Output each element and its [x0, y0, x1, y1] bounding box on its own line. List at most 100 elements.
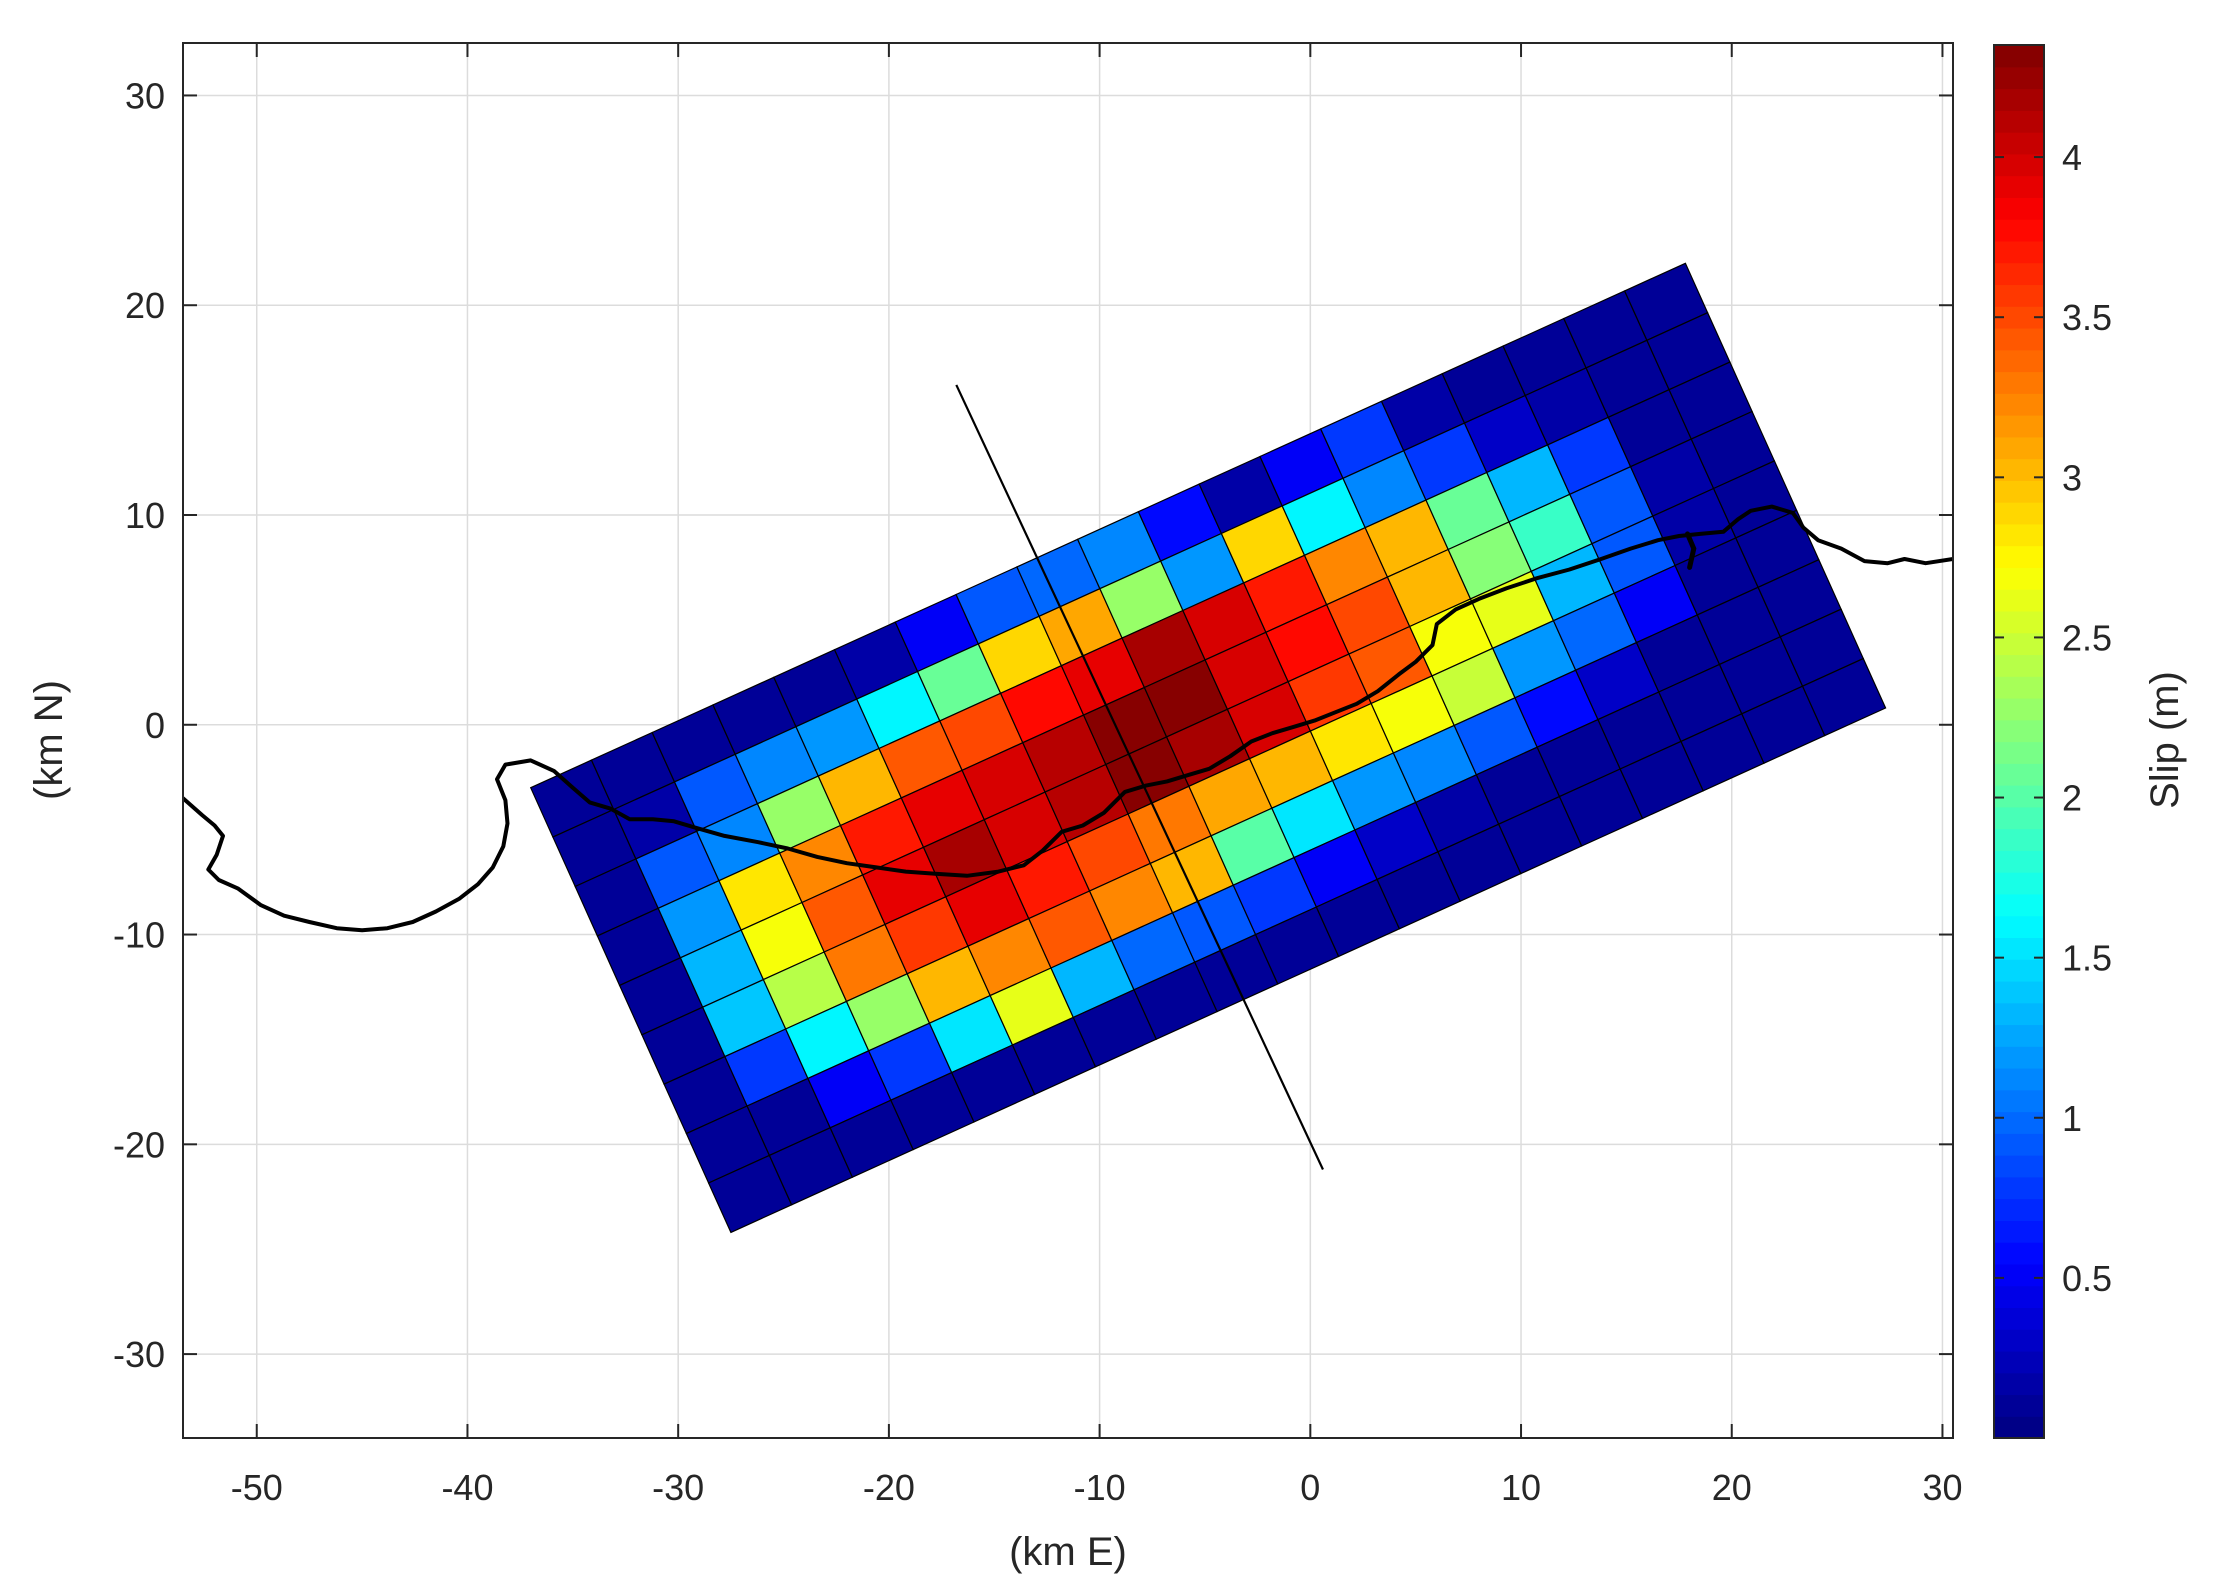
- y-axis-label: (km N): [27, 680, 71, 800]
- colorbar-band: [1994, 327, 2044, 351]
- colorbar-band: [1994, 1089, 2044, 1113]
- colorbar: 0.5 1 1.5 2 2.5 3 3.5 4 Slip (m): [1993, 44, 2187, 1439]
- x-tick-label: 10: [1501, 1467, 1541, 1508]
- colorbar-band: [1994, 371, 2044, 394]
- colorbar-band: [1994, 523, 2044, 547]
- colorbar-band: [1994, 1329, 2044, 1352]
- colorbar-band: [1994, 1285, 2044, 1309]
- colorbar-band: [1994, 1176, 2044, 1200]
- colorbar-band: [1994, 240, 2044, 264]
- x-tick-label: 30: [1922, 1467, 1962, 1508]
- fault-patches: [529, 262, 1887, 1234]
- x-tick-label: -20: [863, 1467, 915, 1508]
- colorbar-band: [1994, 306, 2044, 329]
- colorbar-tick-label: 2: [2062, 778, 2082, 819]
- colorbar-band: [1994, 893, 2044, 917]
- colorbar-band: [1994, 763, 2044, 786]
- colorbar-band: [1994, 959, 2044, 982]
- y-tick-label: 20: [125, 285, 165, 326]
- x-tick-label: -40: [441, 1467, 493, 1508]
- colorbar-band: [1994, 393, 2044, 416]
- colorbar-band: [1994, 654, 2044, 677]
- y-tick-label: -10: [113, 915, 165, 956]
- colorbar-ticks: 0.5 1 1.5 2 2.5 3 3.5 4: [1994, 137, 2112, 1299]
- plot-area: [182, 42, 1954, 1439]
- colorbar-band: [1994, 88, 2044, 111]
- colorbar-band: [1994, 1394, 2044, 1417]
- grid-lines: [183, 43, 1953, 1438]
- colorbar-band: [1994, 284, 2044, 307]
- coastline: [183, 504, 1953, 933]
- colorbar-tick-label: 2.5: [2062, 617, 2112, 658]
- colorbar-band: [1994, 132, 2044, 155]
- colorbar-band: [1994, 589, 2044, 612]
- y-tick-label: -30: [113, 1334, 165, 1375]
- colorbar-band: [1994, 1111, 2044, 1134]
- colorbar-band: [1994, 937, 2044, 960]
- colorbar-band: [1994, 1002, 2044, 1026]
- colorbar-band: [1994, 828, 2044, 851]
- colorbar-band: [1994, 1242, 2044, 1265]
- colorbar-band: [1994, 980, 2044, 1004]
- colorbar-band: [1994, 915, 2044, 938]
- colorbar-band: [1994, 1372, 2044, 1396]
- colorbar-band: [1994, 610, 2044, 634]
- plot-frame: [182, 42, 1954, 1439]
- x-tick-label: -50: [231, 1467, 283, 1508]
- colorbar-tick-label: 3.5: [2062, 297, 2112, 338]
- y-axis: -30 -20 -10 0 10 20 30: [113, 75, 1953, 1375]
- y-tick-label: 10: [125, 495, 165, 536]
- colorbar-band: [1994, 1307, 2044, 1330]
- colorbar-band: [1994, 1046, 2044, 1069]
- colorbar-label: Slip (m): [2143, 671, 2187, 809]
- x-axis: -50 -40 -30 -20 -10 0 10 20 30: [231, 43, 1962, 1508]
- colorbar-band: [1994, 741, 2044, 764]
- colorbar-gradient: [1994, 45, 2044, 1439]
- colorbar-band: [1994, 1155, 2044, 1178]
- colorbar-tick-label: 1: [2062, 1098, 2082, 1139]
- x-tick-label: 0: [1300, 1467, 1320, 1508]
- colorbar-tick-label: 3: [2062, 457, 2082, 498]
- colorbar-band: [1994, 502, 2044, 525]
- colorbar-band: [1994, 480, 2044, 503]
- colorbar-band: [1994, 1350, 2044, 1374]
- colorbar-band: [1994, 1133, 2044, 1156]
- x-axis-label: (km E): [1009, 1530, 1127, 1574]
- colorbar-frame: [1993, 44, 2045, 1439]
- colorbar-tick-label: 0.5: [2062, 1258, 2112, 1299]
- fault-patch: [1801, 657, 1887, 737]
- colorbar-band: [1994, 1067, 2044, 1091]
- y-tick-label: -20: [113, 1124, 165, 1165]
- colorbar-band: [1994, 458, 2044, 481]
- x-tick-label: 20: [1712, 1467, 1752, 1508]
- colorbar-band: [1994, 850, 2044, 873]
- x-tick-label: -10: [1074, 1467, 1126, 1508]
- colorbar-band: [1994, 66, 2044, 90]
- y-tick-label: 30: [125, 75, 165, 116]
- colorbar-band: [1994, 872, 2044, 895]
- profile-line: [955, 384, 1324, 1170]
- colorbar-band: [1994, 1024, 2044, 1047]
- colorbar-tick-label: 4: [2062, 137, 2082, 178]
- colorbar-band: [1994, 349, 2044, 373]
- colorbar-band: [1994, 806, 2044, 830]
- colorbar-tick-label: 1.5: [2062, 938, 2112, 979]
- colorbar-band: [1994, 632, 2044, 656]
- colorbar-band: [1994, 1198, 2044, 1221]
- x-tick-label: -30: [652, 1467, 704, 1508]
- y-tick-label: 0: [145, 705, 165, 746]
- colorbar-band: [1994, 785, 2044, 808]
- colorbar-band: [1994, 219, 2044, 242]
- map-overlays: [183, 384, 1953, 1170]
- colorbar-band: [1994, 545, 2044, 568]
- colorbar-band: [1994, 676, 2044, 699]
- colorbar-band: [1994, 153, 2044, 177]
- colorbar-band: [1994, 110, 2044, 133]
- colorbar-band: [1994, 1416, 2044, 1439]
- colorbar-band: [1994, 45, 2044, 68]
- colorbar-band: [1994, 1220, 2044, 1243]
- coastline-spur: [1685, 531, 1697, 570]
- colorbar-band: [1994, 262, 2044, 286]
- colorbar-band: [1994, 436, 2044, 460]
